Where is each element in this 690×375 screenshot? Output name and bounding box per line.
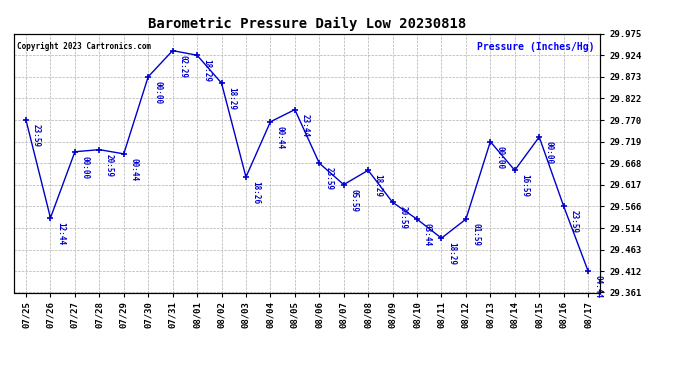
Text: 04:44: 04:44: [593, 275, 602, 298]
Text: 00:00: 00:00: [81, 156, 90, 179]
Text: 00:00: 00:00: [545, 141, 554, 164]
Text: 00:00: 00:00: [496, 146, 505, 169]
Text: 18:29: 18:29: [374, 174, 383, 198]
Text: 00:44: 00:44: [129, 158, 138, 181]
Text: 20:59: 20:59: [105, 154, 114, 177]
Text: Copyright 2023 Cartronics.com: Copyright 2023 Cartronics.com: [17, 42, 151, 51]
Text: 18:26: 18:26: [252, 181, 261, 204]
Text: 23:59: 23:59: [569, 210, 578, 233]
Text: 00:44: 00:44: [276, 126, 285, 149]
Text: 03:44: 03:44: [422, 224, 431, 246]
Text: 00:00: 00:00: [154, 81, 163, 104]
Text: 23:59: 23:59: [325, 167, 334, 190]
Text: 20:59: 20:59: [398, 207, 407, 230]
Text: 23:44: 23:44: [300, 114, 309, 137]
Text: 12:44: 12:44: [56, 222, 65, 245]
Text: 16:59: 16:59: [520, 174, 529, 198]
Text: 18:29: 18:29: [447, 242, 456, 266]
Text: 18:29: 18:29: [203, 59, 212, 82]
Text: 01:59: 01:59: [471, 224, 480, 246]
Text: 18:29: 18:29: [227, 87, 236, 110]
Text: Pressure (Inches/Hg): Pressure (Inches/Hg): [477, 42, 594, 51]
Text: 05:59: 05:59: [349, 189, 358, 212]
Title: Barometric Pressure Daily Low 20230818: Barometric Pressure Daily Low 20230818: [148, 17, 466, 31]
Text: 02:29: 02:29: [178, 55, 187, 78]
Text: 23:59: 23:59: [32, 124, 41, 147]
